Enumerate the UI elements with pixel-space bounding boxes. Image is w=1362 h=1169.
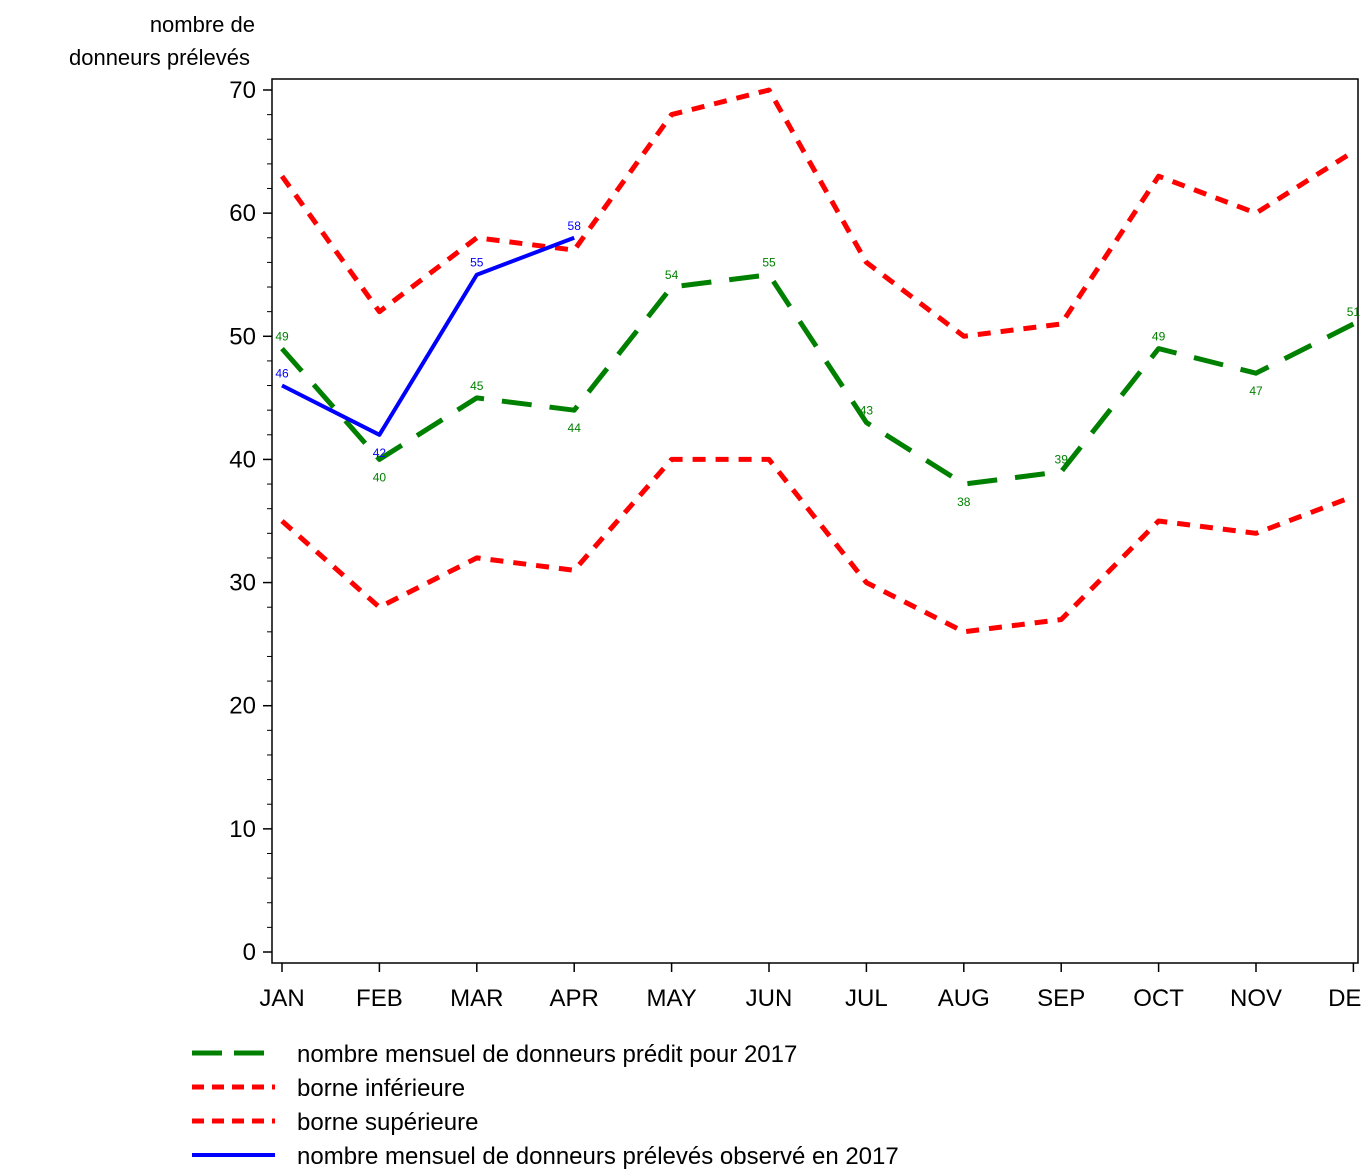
data-labels-layer: 49 40 45 44 54 55 43 38 39 49 47 51 46 42 55 58 — [275, 219, 1360, 509]
y-axis-title: nombre de donneurs prélevés — [69, 12, 255, 70]
x-tick-label: APR — [550, 985, 599, 1012]
x-tick-label: FEB — [356, 985, 403, 1012]
y-axis: 0 10 20 30 40 50 60 70 — [229, 77, 272, 966]
x-axis: JAN FEB MAR APR MAY JUN JUL AUG SEP OCT NOV DEC — [259, 963, 1362, 1012]
y-tick-label: 40 — [229, 446, 256, 473]
data-label: 51 — [1347, 305, 1361, 319]
data-label: 44 — [568, 421, 582, 435]
data-label: 58 — [568, 219, 582, 233]
data-label: 46 — [275, 367, 289, 381]
legend-label-3: nombre mensuel de donneurs prélevés obse… — [297, 1143, 899, 1169]
series-line-0 — [280, 272, 1355, 487]
x-tick-label: OCT — [1133, 985, 1184, 1012]
data-label: 45 — [470, 379, 484, 393]
data-label: 55 — [762, 256, 776, 270]
x-tick-label: JUL — [845, 985, 888, 1012]
y-axis-title-line-1: nombre de — [150, 12, 255, 37]
data-label: 55 — [470, 256, 484, 270]
x-tick-label: SEP — [1037, 985, 1085, 1012]
y-tick-label: 60 — [229, 200, 256, 227]
series-line-2 — [279, 87, 1355, 339]
series-layer — [279, 87, 1355, 635]
x-tick-label: MAY — [646, 985, 696, 1012]
data-label: 39 — [1055, 453, 1069, 467]
y-tick-label: 30 — [229, 570, 256, 597]
y-axis-title-line-2: donneurs prélevés — [69, 45, 250, 70]
y-tick-label: 50 — [229, 323, 256, 350]
x-tick-label: DEC — [1328, 985, 1362, 1012]
data-label: 43 — [860, 403, 874, 417]
y-tick-label: 70 — [229, 77, 256, 104]
legend-label-1: borne inférieure — [297, 1075, 465, 1102]
legend-label-2: borne supérieure — [297, 1109, 478, 1136]
data-label: 38 — [957, 495, 971, 509]
data-label: 49 — [1152, 330, 1166, 344]
data-label: 54 — [665, 268, 679, 282]
y-tick-label: 10 — [229, 816, 256, 843]
x-tick-label: AUG — [938, 985, 990, 1012]
data-label: 42 — [373, 446, 387, 460]
y-tick-label: 20 — [229, 693, 256, 720]
legend-label-0: nombre mensuel de donneurs prédit pour 2… — [297, 1041, 797, 1068]
plot-frame — [271, 78, 1359, 964]
data-label: 49 — [275, 330, 289, 344]
series-line-3 — [281, 235, 575, 437]
data-label: 47 — [1249, 384, 1263, 398]
series-line-1 — [280, 456, 1355, 635]
x-tick-label: MAR — [450, 985, 503, 1012]
x-tick-label: JAN — [259, 985, 304, 1012]
x-tick-label: NOV — [1230, 985, 1282, 1012]
data-label: 40 — [373, 470, 387, 484]
x-tick-label: JUN — [746, 985, 793, 1012]
y-tick-label: 0 — [243, 939, 256, 966]
legend: nombre mensuel de donneurs prédit pour 2… — [192, 1041, 899, 1169]
